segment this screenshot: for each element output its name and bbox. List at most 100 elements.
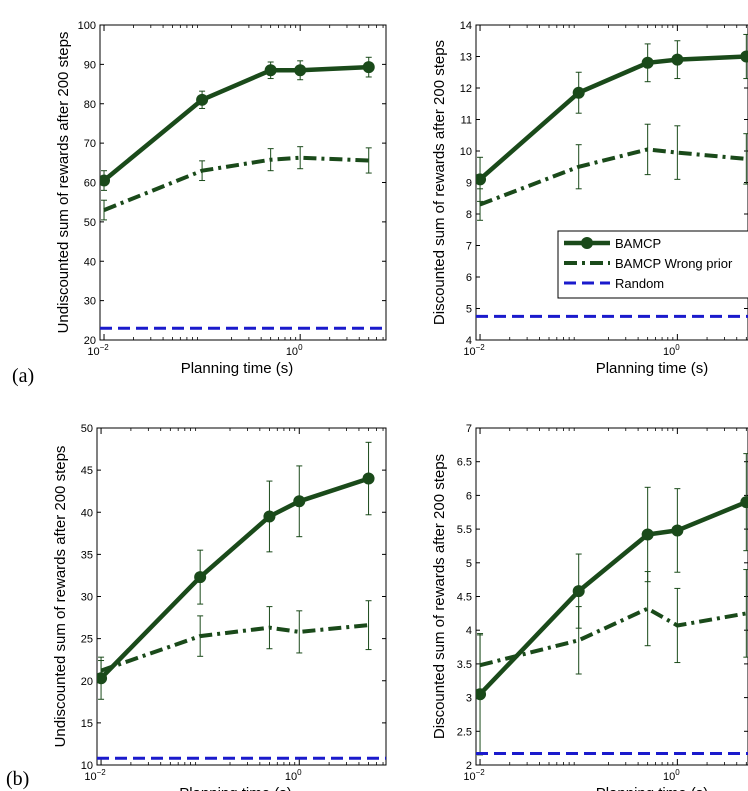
y-tick-label: 30 <box>81 592 93 604</box>
series-bamcp-wrong-prior <box>477 569 748 697</box>
axes-box <box>99 24 387 341</box>
x-axis-label: Planning time (s) <box>181 360 294 377</box>
axes-box <box>96 427 387 766</box>
y-tick-label: 3 <box>466 693 472 705</box>
data-point-bamcp <box>476 173 487 186</box>
chart-a-right: 4 5 6 7 8 9 10 11 12 13 14 10−2 100 Planning time (s)… <box>431 20 748 377</box>
series-bamcp <box>476 453 748 756</box>
series-bamcp <box>476 33 748 202</box>
y-tick-label: 9 <box>466 178 472 190</box>
y-tick-label: 25 <box>81 634 93 646</box>
y-tick-label: 10 <box>81 760 93 772</box>
x-axis-label: Planning time (s) <box>596 360 709 377</box>
y-tick-label: 40 <box>84 256 96 268</box>
y-tick-label: 100 <box>78 20 96 32</box>
legend-entry-label: BAMCP Wrong prior <box>615 256 733 271</box>
y-tick-label: 3.5 <box>457 659 472 671</box>
y-tick-label: 50 <box>84 217 96 229</box>
series-line-wrong-prior <box>479 606 747 668</box>
x-tick-label: 10−2 <box>463 768 485 783</box>
y-tick-label: 11 <box>461 115 472 127</box>
y-axis-label: Undiscounted sum of rewards after 200 st… <box>52 446 69 748</box>
series-line-wrong-prior <box>103 155 369 212</box>
data-point-bamcp <box>264 64 277 77</box>
charts-group: 20 30 40 50 60 70 80 90 100 10−2 100 Planning time … <box>52 20 748 791</box>
y-tick-label: 2 <box>466 760 472 772</box>
y-tick-label: 12 <box>460 83 472 95</box>
data-point-bamcp <box>294 64 307 77</box>
y-tick-label: 7 <box>466 423 472 435</box>
axes-box <box>475 427 748 766</box>
series-line-bamcp <box>478 500 748 696</box>
data-point-bamcp <box>362 472 375 485</box>
series-line-wrong-prior <box>479 147 747 207</box>
data-point-bamcp <box>671 53 684 66</box>
plot-area <box>100 56 386 330</box>
y-axis-label: Discounted sum of rewards after 200 step… <box>431 40 448 325</box>
data-point-bamcp <box>641 56 654 69</box>
data-point-bamcp <box>572 86 585 99</box>
legend-entry-label: BAMCP <box>615 236 661 251</box>
y-tick-label: 70 <box>84 138 96 150</box>
y-tick-label: 20 <box>84 335 96 347</box>
y-tick-label: 5 <box>466 558 472 570</box>
series-bamcp-wrong-prior <box>477 123 748 221</box>
data-point-bamcp <box>572 585 585 598</box>
x-tick-label: 100 <box>663 343 680 358</box>
plot-area <box>476 33 748 318</box>
y-tick-label: 4.5 <box>457 592 472 604</box>
y-axis-label: Undiscounted sum of rewards after 200 st… <box>55 32 72 334</box>
plot-area <box>476 453 748 756</box>
data-point-bamcp <box>362 61 375 74</box>
y-tick-label: 40 <box>81 507 93 519</box>
x-tick-label: 100 <box>286 343 303 358</box>
y-tick-label: 14 <box>460 20 472 32</box>
y-tick-label: 60 <box>84 178 96 190</box>
y-tick-label: 2.5 <box>457 726 472 738</box>
chart-a-left: 20 30 40 50 60 70 80 90 100 10−2 100 Planning time … <box>55 20 387 377</box>
data-point-bamcp <box>671 524 684 537</box>
y-tick-label: 5 <box>466 304 472 316</box>
x-tick-label: 100 <box>663 768 680 783</box>
series-bamcp <box>100 56 375 191</box>
data-point-bamcp <box>100 174 111 187</box>
data-point-bamcp <box>196 93 209 106</box>
series-bamcp-wrong-prior <box>98 600 372 682</box>
legend-marker-bamcp <box>581 237 593 249</box>
data-point-bamcp <box>293 495 306 508</box>
y-tick-label: 35 <box>81 549 93 561</box>
y-tick-label: 10 <box>460 146 472 158</box>
data-point-bamcp <box>740 496 748 509</box>
y-tick-label: 15 <box>81 718 93 730</box>
plot-area <box>97 441 386 760</box>
y-tick-label: 4 <box>466 335 472 347</box>
y-tick-label: 13 <box>460 52 472 64</box>
chart-b-right: 2 2.5 3 3.5 4 4.5 5 5.5 6 6.5 7 10−2 100 Planning tim… <box>431 423 748 791</box>
x-tick-label: 100 <box>285 768 302 783</box>
legend: BAMCP BAMCP Wrong prior Random <box>557 230 748 299</box>
x-tick-label: 10−2 <box>463 343 485 358</box>
y-tick-label: 90 <box>84 59 96 71</box>
y-tick-label: 4 <box>466 625 472 637</box>
data-point-bamcp <box>263 510 276 523</box>
panel-label-a: (a) <box>12 365 34 387</box>
series-line-bamcp <box>99 476 370 680</box>
x-tick-label: 10−2 <box>87 343 109 358</box>
series-line-bamcp <box>478 54 747 181</box>
y-axis-label: Discounted sum of rewards after 200 step… <box>431 454 448 739</box>
y-tick-label: 20 <box>81 676 93 688</box>
y-tick-label: 30 <box>84 296 96 308</box>
y-tick-label: 45 <box>81 465 93 477</box>
y-tick-label: 6.5 <box>457 457 472 469</box>
series-bamcp-wrong-prior <box>101 146 372 221</box>
panel-label-b: (b) <box>6 768 29 790</box>
legend-entry-label: Random <box>615 276 664 291</box>
y-tick-label: 80 <box>84 99 96 111</box>
y-tick-label: 8 <box>466 209 472 221</box>
y-tick-label: 6 <box>466 272 472 284</box>
y-tick-label: 50 <box>81 423 93 435</box>
data-point-bamcp <box>641 528 654 541</box>
x-tick-label: 10−2 <box>84 768 106 783</box>
data-point-bamcp <box>194 571 207 584</box>
